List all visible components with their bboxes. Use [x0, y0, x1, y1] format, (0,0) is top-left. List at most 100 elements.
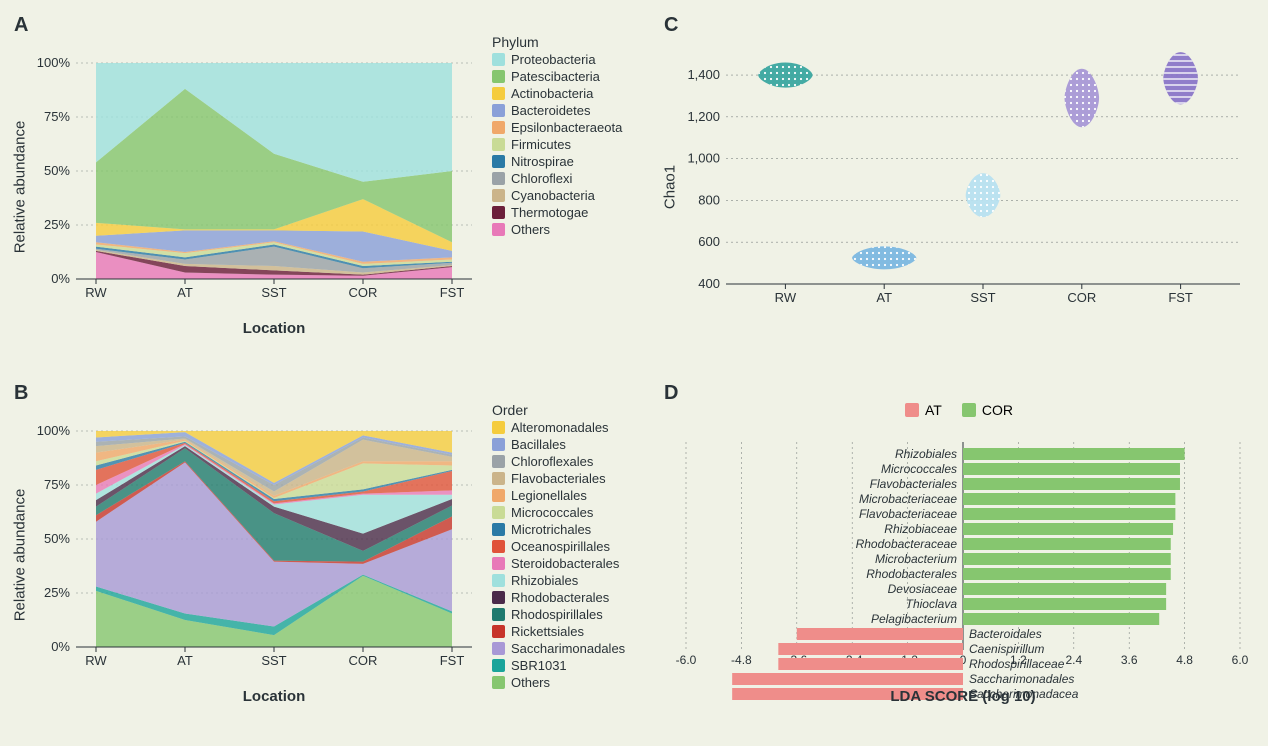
swatch-icon: [492, 608, 505, 621]
svg-text:50%: 50%: [44, 531, 70, 546]
svg-text:0%: 0%: [51, 639, 70, 654]
svg-text:COR: COR: [349, 285, 378, 300]
swatch-icon: [492, 438, 505, 451]
legend-label: Thermotogae: [511, 205, 588, 220]
svg-text:2.4: 2.4: [1065, 653, 1082, 667]
svg-text:-6.0: -6.0: [676, 653, 697, 667]
bar-Rhodospirillaceae: [778, 658, 963, 670]
x-axis-label: Location: [76, 320, 472, 337]
legend-item: Bacillales: [492, 437, 642, 452]
bar-label: Rhodobacteraceae: [856, 537, 958, 551]
panel-letter: B: [14, 382, 28, 405]
legend-label: Steroidobacterales: [511, 556, 619, 571]
swatch-icon: [492, 676, 505, 689]
legend: Order AlteromonadalesBacillalesChlorofle…: [492, 402, 642, 692]
legend-item: Steroidobacterales: [492, 556, 642, 571]
svg-text:25%: 25%: [44, 217, 70, 232]
legend-label: Rhodobacterales: [511, 590, 609, 605]
legend-title: Order: [492, 402, 642, 418]
legend-item: Thermotogae: [492, 205, 642, 220]
legend-item: SBR1031: [492, 658, 642, 673]
bar-Rhodobacterales: [963, 568, 1171, 580]
svg-text:COR: COR: [1067, 290, 1096, 305]
swatch-icon: [492, 642, 505, 655]
bar-Devosiaceae: [963, 583, 1166, 595]
svg-text:SST: SST: [261, 285, 286, 300]
legend-label: Legionellales: [511, 488, 587, 503]
legend-label: Firmicutes: [511, 137, 571, 152]
legend-title: Phylum: [492, 34, 642, 50]
bar-label: Flavobacteriaceae: [859, 507, 957, 521]
y-axis-label: Chao1: [662, 165, 679, 209]
svg-text:FST: FST: [440, 285, 465, 300]
bar-label: Rhodobacterales: [866, 567, 957, 581]
bar-label: Rhizobiaceae: [884, 522, 957, 536]
legend-item: Epsilonbacteraeota: [492, 120, 642, 135]
swatch-icon: [492, 506, 505, 519]
y-axis-label: Relative abundance: [12, 121, 29, 254]
legend-label: Bacteroidetes: [511, 103, 591, 118]
swatch-icon: [492, 87, 505, 100]
svg-text:RW: RW: [85, 653, 107, 668]
legend-item: COR: [962, 402, 1013, 418]
bar-Rhizobiales: [963, 448, 1185, 460]
svg-text:AT: AT: [876, 290, 892, 305]
swatch-icon: [492, 523, 505, 536]
svg-text:1,200: 1,200: [687, 109, 720, 124]
legend-label: AT: [925, 402, 942, 418]
legend-label: Saccharimonadales: [511, 641, 625, 656]
x-axis-label: Location: [76, 688, 472, 705]
legend-item: Cyanobacteria: [492, 188, 642, 203]
swatch-icon: [492, 659, 505, 672]
legend-item: Actinobacteria: [492, 86, 642, 101]
legend-label: Microtrichales: [511, 522, 591, 537]
bar-label: Thioclava: [906, 597, 958, 611]
legend-item: Patescibacteria: [492, 69, 642, 84]
legend-item: Chloroflexi: [492, 171, 642, 186]
legend-item: Firmicutes: [492, 137, 642, 152]
bar-Microbacteriaceae: [963, 493, 1175, 505]
panel-letter: A: [14, 14, 28, 37]
svg-text:6.0: 6.0: [1232, 653, 1249, 667]
svg-text:100%: 100%: [37, 423, 71, 438]
svg-text:100%: 100%: [37, 55, 71, 70]
svg-text:25%: 25%: [44, 585, 70, 600]
legend-label: Alteromonadales: [511, 420, 609, 435]
legend-label: Others: [511, 675, 550, 690]
panel-d: D AT COR -6.0-4.8-3.6-2.4-1.201.22.43.64.…: [662, 380, 1256, 730]
plot-area: -6.0-4.8-3.6-2.4-1.201.22.43.64.86.0Rhiz…: [686, 428, 1240, 682]
legend-label: Cyanobacteria: [511, 188, 595, 203]
swatch-icon: [492, 104, 505, 117]
swatch-icon: [492, 574, 505, 587]
svg-text:FST: FST: [440, 653, 465, 668]
swatch-icon: [962, 403, 976, 417]
legend-label: Micrococcales: [511, 505, 593, 520]
svg-text:-4.8: -4.8: [731, 653, 752, 667]
svg-text:COR: COR: [349, 653, 378, 668]
legend-item: Nitrospirae: [492, 154, 642, 169]
swatch-icon: [492, 455, 505, 468]
swatch-icon: [492, 155, 505, 168]
bar-Microbacterium: [963, 553, 1171, 565]
svg-text:1,000: 1,000: [687, 151, 720, 166]
swatch-icon: [492, 53, 505, 66]
legend-item: Rhodospirillales: [492, 607, 642, 622]
swatch-icon: [492, 223, 505, 236]
swatch-icon: [492, 472, 505, 485]
plot-area: 4006008001,0001,2001,400RWATSSTCORFST: [726, 40, 1240, 314]
legend-item: Others: [492, 222, 642, 237]
svg-text:1,400: 1,400: [687, 67, 720, 82]
legend-label: Actinobacteria: [511, 86, 593, 101]
bar-Bacteroidales: [797, 628, 963, 640]
plot-area: 0%25%50%75%100%RWATSSTCORFST Location: [76, 40, 472, 314]
legend-item: Flavobacteriales: [492, 471, 642, 486]
swatch-icon: [905, 403, 919, 417]
swatch-icon: [492, 189, 505, 202]
swatch-icon: [492, 70, 505, 83]
swatch-icon: [492, 421, 505, 434]
legend-label: Oceanospirillales: [511, 539, 610, 554]
legend-item: Others: [492, 675, 642, 690]
svg-text:4.8: 4.8: [1176, 653, 1193, 667]
swatch-icon: [492, 172, 505, 185]
panel-letter: D: [664, 382, 678, 405]
